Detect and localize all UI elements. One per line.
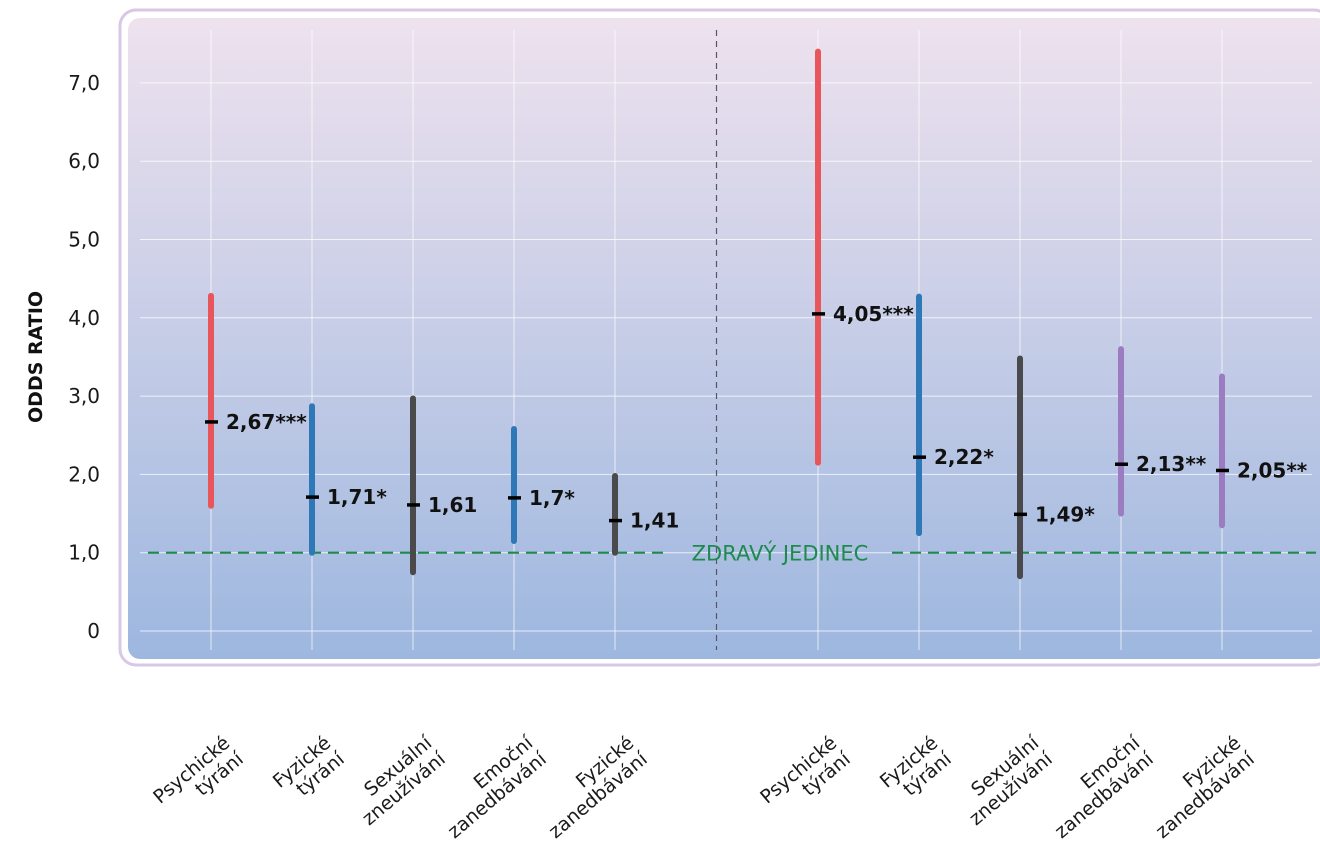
y-axis: 0 1,0 2,0 3,0 4,0 5,0 6,0 7,0 ODDS RATIO <box>25 71 100 643</box>
or-value-label: 2,13** <box>1136 452 1207 476</box>
y-tick-label: 1,0 <box>68 541 100 565</box>
y-tick-label: 7,0 <box>68 71 100 95</box>
or-value-label: 1,7* <box>529 486 575 510</box>
y-tick-label: 5,0 <box>68 228 100 252</box>
category-label: Fyzickézanedbávání <box>531 732 652 843</box>
category-label: Emočnízanedbávání <box>430 732 551 843</box>
y-tick-label: 6,0 <box>68 149 100 173</box>
or-value-label: 2,05** <box>1237 458 1308 482</box>
category-label: Fyzickétýrání <box>269 732 349 809</box>
reference-line-label: ZDRAVÝ JEDINEC <box>692 541 869 566</box>
y-axis-label: ODDS RATIO <box>25 291 47 423</box>
y-tick-label: 2,0 <box>68 462 100 486</box>
category-label: Fyzickézanedbávání <box>1138 732 1259 843</box>
y-tick-label: 3,0 <box>68 384 100 408</box>
interval-bars: 2,67*** 1,71* 1,61 1,7* 1,41 4,05*** 2,22* 1,49… <box>205 48 1308 580</box>
category-label: Emočnízanedbávání <box>1037 732 1158 843</box>
category-labels: Psychickétýrání Fyzickétýrání Sexuálnízneu… <box>149 732 1259 843</box>
y-tick-label: 4,0 <box>68 306 100 330</box>
category-label: Fyzickétýrání <box>876 732 956 809</box>
or-value-label: 2,22* <box>934 445 994 469</box>
category-label: Psychickétýrání <box>149 732 248 825</box>
or-value-label: 1,41 <box>630 509 679 533</box>
y-tick-label: 0 <box>87 619 100 643</box>
or-value-label: 1,61 <box>428 493 477 517</box>
or-value-label: 1,71* <box>327 485 387 509</box>
or-value-label: 1,49* <box>1035 502 1095 526</box>
or-value-label: 2,67*** <box>226 410 307 434</box>
category-label: Psychickétýrání <box>756 732 855 825</box>
reference-line-group: ZDRAVÝ JEDINEC <box>148 541 1316 566</box>
or-value-label: 4,05*** <box>833 302 914 326</box>
category-label: Sexuálnízneužívání <box>345 732 451 830</box>
category-label: Sexuálnízneužívání <box>952 732 1058 830</box>
